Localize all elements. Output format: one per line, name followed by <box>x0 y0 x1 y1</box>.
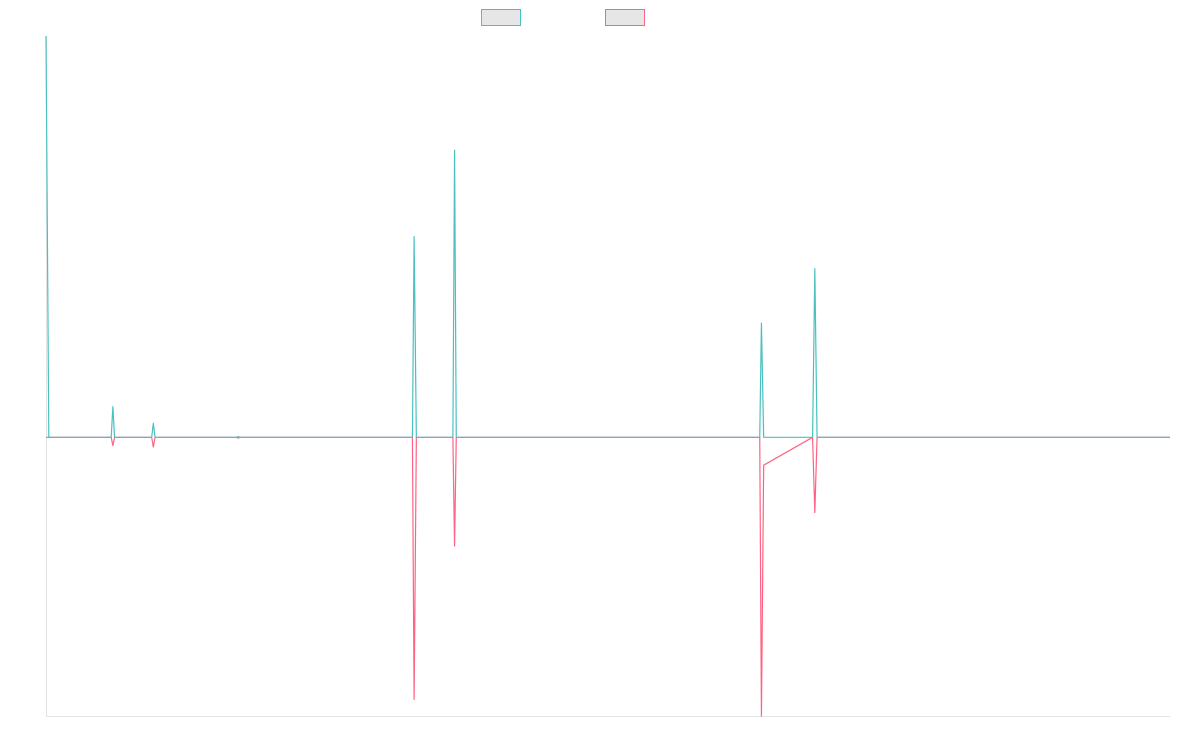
axes <box>46 36 1170 717</box>
legend-swatch-series-2[interactable] <box>605 9 645 26</box>
legend[interactable] <box>481 9 645 26</box>
series-1-line <box>45 35 1170 438</box>
series-2-line <box>46 436 1170 717</box>
series-layer <box>45 35 1170 717</box>
legend-swatch-series-1[interactable] <box>481 9 521 26</box>
